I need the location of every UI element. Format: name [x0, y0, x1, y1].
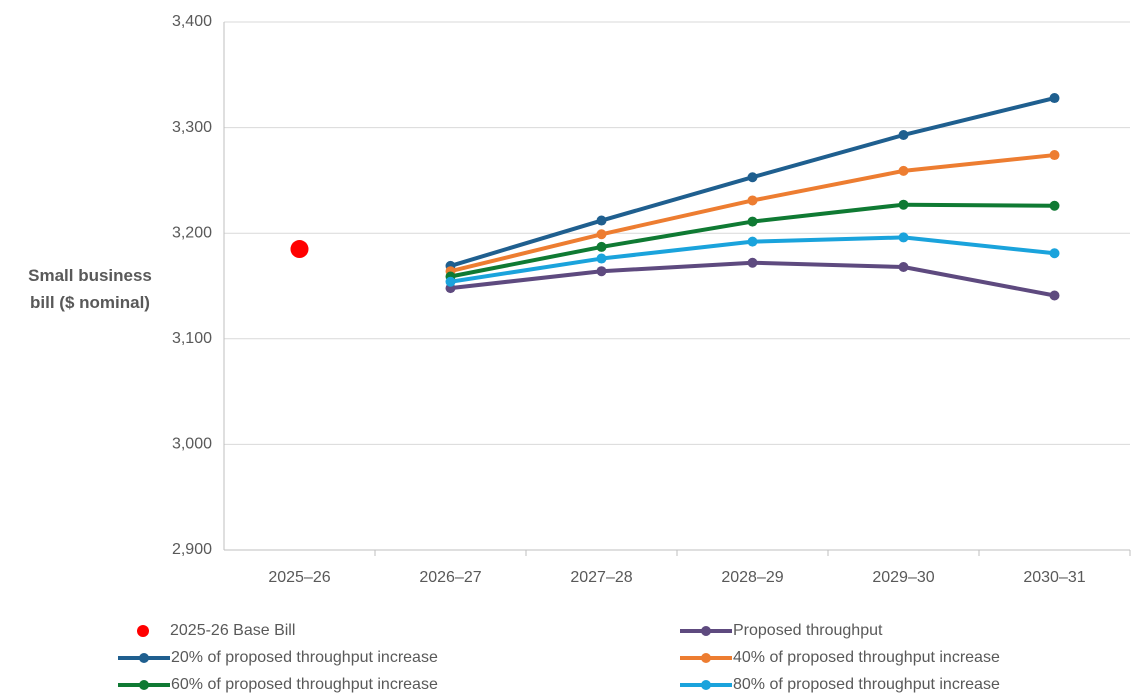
x-tick-label: 2027–28 — [570, 569, 632, 586]
legend-label: 40% of proposed throughput increase — [733, 649, 1000, 666]
data-point — [290, 240, 309, 259]
y-tick-label: 2,900 — [172, 541, 212, 558]
y-tick-label: 3,400 — [172, 13, 212, 30]
legend-label: 2025-26 Base Bill — [170, 622, 295, 639]
data-point — [1049, 290, 1060, 301]
data-point — [596, 215, 607, 226]
x-tick-label: 2029–30 — [872, 569, 934, 586]
data-point — [596, 266, 607, 277]
legend-swatch — [139, 653, 149, 663]
data-point — [898, 165, 909, 176]
data-point — [747, 216, 758, 227]
x-tick-label: 2028–29 — [721, 569, 783, 586]
y-tick-label: 3,300 — [172, 119, 212, 136]
x-tick-label: 2025–26 — [268, 569, 330, 586]
legend-swatch — [701, 626, 711, 636]
y-tick-label: 3,200 — [172, 224, 212, 241]
data-point — [747, 257, 758, 268]
data-point — [747, 172, 758, 183]
x-tick-label: 2030–31 — [1023, 569, 1085, 586]
legend-swatch — [701, 653, 711, 663]
data-point — [898, 261, 909, 272]
x-tick-label: 2026–27 — [419, 569, 481, 586]
y-tick-label: 3,000 — [172, 436, 212, 453]
data-point — [898, 232, 909, 243]
y-tick-label: 3,100 — [172, 330, 212, 347]
data-point — [1049, 93, 1060, 104]
legend-swatch — [139, 680, 149, 690]
legend-label: 60% of proposed throughput increase — [171, 676, 438, 693]
legend-label: Proposed throughput — [733, 622, 883, 639]
data-point — [747, 195, 758, 206]
data-point — [445, 276, 456, 287]
data-point — [1049, 150, 1060, 161]
data-point — [596, 229, 607, 240]
legend-label: 20% of proposed throughput increase — [171, 649, 438, 666]
data-point — [596, 241, 607, 252]
legend-swatch — [137, 625, 149, 637]
data-point — [1049, 200, 1060, 211]
data-point — [898, 199, 909, 210]
data-point — [898, 129, 909, 140]
data-point — [1049, 248, 1060, 259]
data-point — [747, 236, 758, 247]
legend-label: 80% of proposed throughput increase — [733, 676, 1000, 693]
legend-swatch — [701, 680, 711, 690]
y-axis-label: Small business bill ($ nominal) — [28, 266, 152, 312]
data-point — [596, 253, 607, 264]
